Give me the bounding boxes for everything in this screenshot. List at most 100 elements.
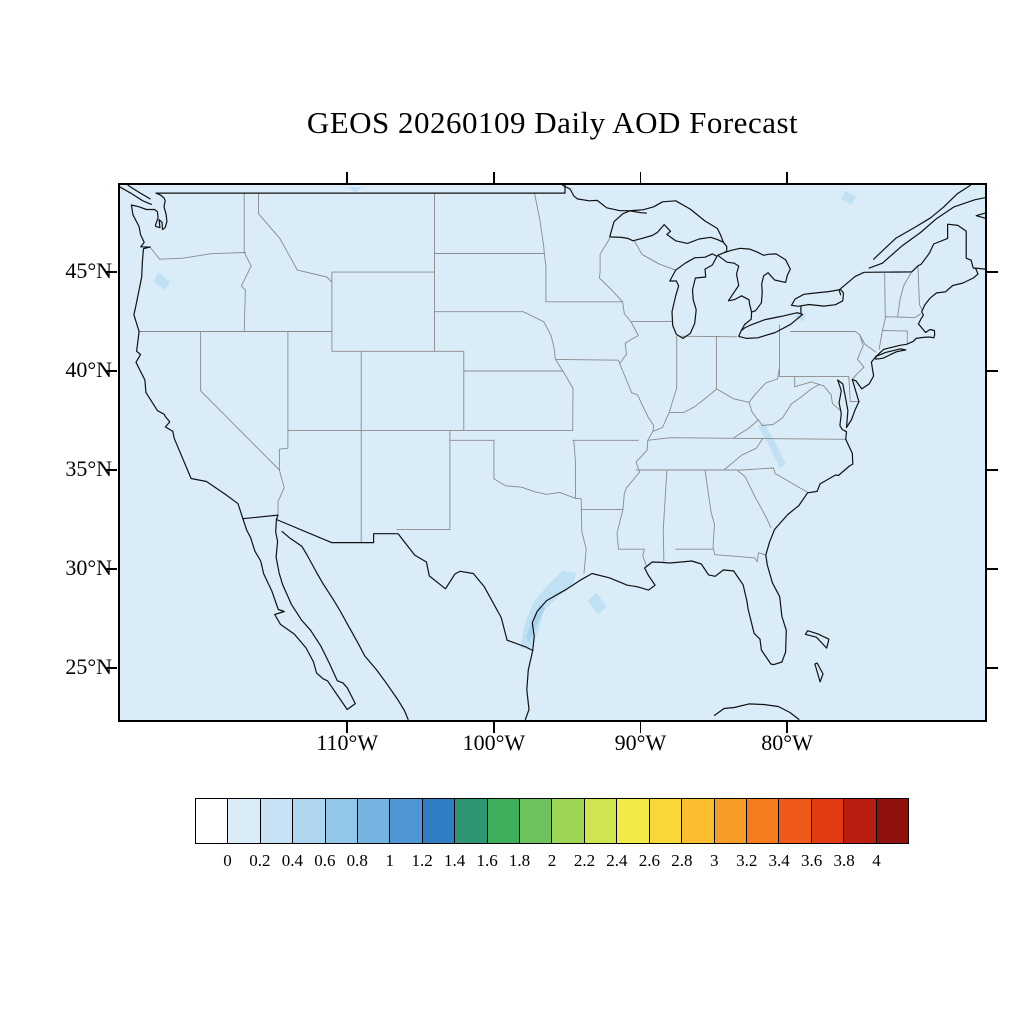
state-border (741, 467, 809, 493)
state-border (681, 335, 737, 338)
coastline (868, 197, 985, 269)
state-border (618, 548, 647, 566)
state-border (573, 439, 576, 499)
colorbar-tick-label: 2.2 (573, 851, 596, 870)
map-frame (118, 183, 987, 722)
state-border (200, 331, 285, 516)
colorbar-cell (583, 798, 618, 844)
colorbar-tick-label: 3 (710, 851, 719, 870)
axis-tick (346, 722, 348, 733)
axis-tick (106, 568, 117, 570)
axis-tick (493, 172, 495, 183)
state-border (848, 376, 861, 403)
coastline (669, 253, 718, 339)
colorbar-tick-label: 1.8 (508, 851, 531, 870)
axis-tick (106, 667, 117, 669)
state-border (555, 358, 621, 364)
colorbar-tick-label: 1.2 (411, 851, 433, 870)
state-border (662, 469, 668, 562)
state-border (714, 552, 767, 563)
colorbar-tick-label: 3.6 (801, 851, 823, 870)
colorbar-tick-label: 3.8 (833, 851, 855, 870)
lon-axis-label: 90°W (614, 730, 667, 755)
state-border (598, 237, 655, 550)
colorbar-cell (227, 798, 261, 844)
state-border (897, 271, 913, 318)
colorbar-tick-label: 4 (872, 851, 881, 870)
colorbar-cell (259, 798, 294, 844)
state-border (885, 313, 921, 319)
lon-axis-label: 80°W (761, 730, 813, 755)
colorbar-cell (648, 798, 683, 844)
coastline (713, 703, 800, 720)
colorbar-tick-label: 0.2 (249, 851, 271, 870)
axis-tick (786, 722, 788, 733)
state-border (723, 437, 764, 471)
aod-patch (526, 604, 546, 643)
state-border (668, 335, 678, 414)
lat-axis-label: 25°N (65, 653, 112, 679)
aod-field-background (120, 185, 985, 720)
coastline (120, 186, 153, 205)
axis-tick (987, 568, 998, 570)
plot-title: GEOS 20260109 Daily AOD Forecast (306, 105, 799, 140)
coastline (875, 348, 907, 360)
axis-tick (106, 370, 117, 372)
colorbar-cell (389, 798, 423, 844)
coastline (242, 514, 534, 652)
colorbar-cell (875, 798, 909, 844)
colorbar-cell (843, 798, 877, 844)
coastline (814, 662, 824, 683)
coastline (609, 200, 724, 244)
colorbar-tick-label: 0 (223, 851, 232, 870)
colorbar-cell (810, 798, 845, 844)
state-border (575, 497, 587, 574)
axis-tick (786, 172, 788, 183)
axis-tick (987, 271, 998, 273)
lon-axis-label: 110°W (316, 730, 379, 755)
colorbar-cell (357, 798, 391, 844)
aod-patch (347, 187, 362, 193)
state-border (493, 478, 576, 499)
colorbar-tick-label: 1.4 (444, 851, 466, 870)
aod-patch (587, 592, 607, 615)
state-border (543, 321, 564, 372)
colorbar-tick-label: 2 (547, 851, 557, 870)
colorbar-cell (324, 798, 359, 844)
aod-patch (841, 190, 856, 205)
state-border (562, 370, 574, 431)
coastline (127, 185, 151, 200)
axis-tick (639, 722, 642, 733)
colorbar-tick-label: 3.4 (768, 851, 790, 870)
axis-tick (639, 172, 642, 183)
state-border (881, 330, 908, 332)
colorbar-cell (745, 798, 780, 844)
state-border (851, 333, 865, 380)
colorbar-cell (421, 798, 456, 844)
coastline (804, 630, 830, 649)
state-border (634, 240, 677, 271)
coastline (974, 267, 985, 270)
aod-patch (757, 422, 786, 468)
aod-colorbar (195, 798, 909, 844)
coastline (531, 223, 979, 666)
coastline (790, 288, 845, 307)
lat-axis-label: 40°N (65, 357, 112, 383)
state-border (917, 265, 923, 310)
state-border (647, 437, 847, 441)
axis-tick (987, 469, 998, 471)
axis-tick (346, 172, 348, 183)
coastline (242, 518, 356, 711)
state-border (652, 366, 780, 432)
coastline (524, 649, 534, 720)
state-border (737, 470, 772, 528)
state-border (434, 311, 545, 323)
colorbar-cell (486, 798, 521, 844)
aod-patch (153, 272, 170, 290)
state-border (704, 469, 716, 556)
colorbar-cell (519, 798, 553, 844)
lat-axis-label: 35°N (65, 456, 112, 481)
coastline (740, 311, 753, 332)
colorbar-cell (616, 798, 650, 844)
colorbar-tick-label: 2.4 (606, 851, 628, 870)
